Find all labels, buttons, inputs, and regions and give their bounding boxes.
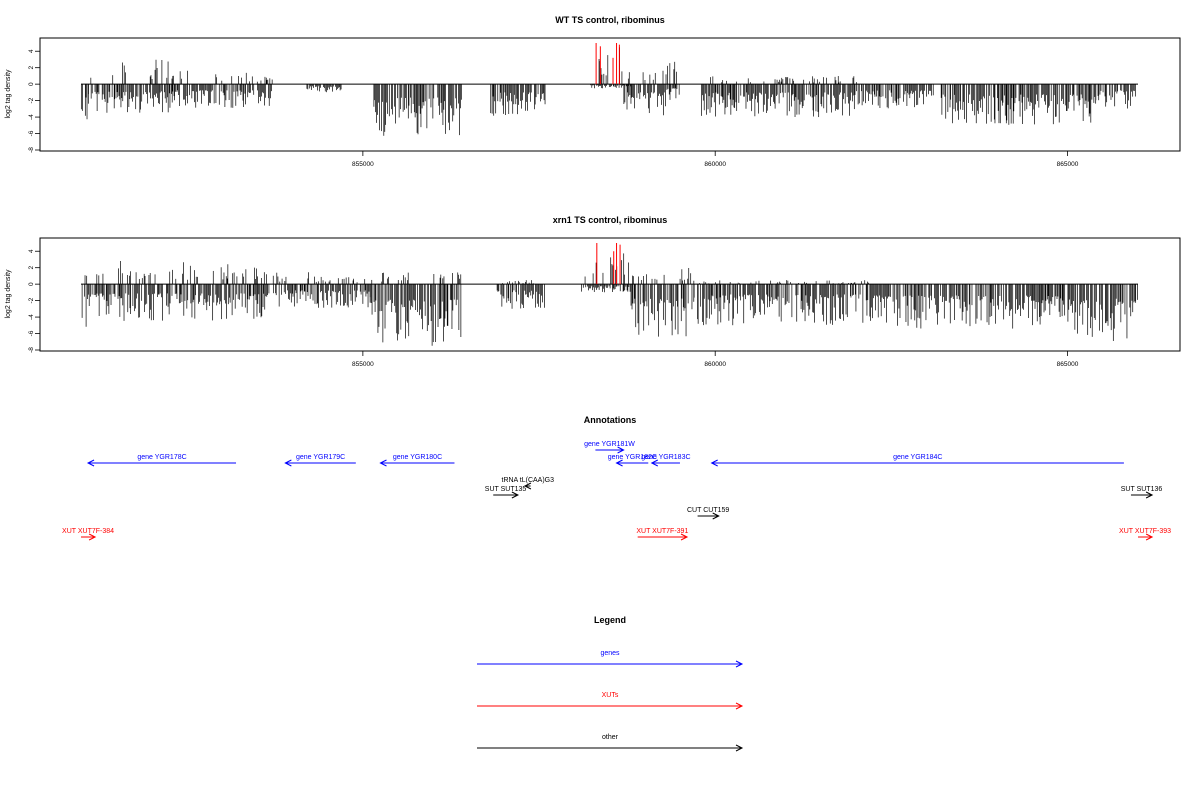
xrn1-track-y-axis: -8 -6 -4 -2 0 2 4 bbox=[28, 249, 40, 353]
annotation-feature: gene YGR184C bbox=[710, 454, 1124, 467]
feature-label: XUT XUT7F-391 bbox=[636, 528, 688, 535]
feature-label: gene YGR178C bbox=[137, 454, 186, 461]
x-tick-label: 860000 bbox=[704, 161, 726, 168]
legend-item: other bbox=[477, 734, 744, 752]
annotation-feature: tRNA tL(CAA)G3 bbox=[502, 477, 555, 490]
legend-arrowhead bbox=[735, 660, 744, 668]
feature-arrowhead bbox=[88, 533, 97, 541]
y-tick-label: -2 bbox=[28, 297, 35, 303]
xrn1-track-ylabel: log2 tag density bbox=[5, 269, 12, 319]
feature-arrowhead bbox=[680, 533, 689, 541]
feature-arrowhead bbox=[650, 459, 659, 467]
x-tick-label: 855000 bbox=[352, 361, 374, 368]
annotation-feature: gene YGR183C bbox=[641, 454, 691, 467]
feature-arrowhead bbox=[379, 459, 387, 467]
feature-arrowhead bbox=[617, 446, 625, 454]
annotation-feature: gene YGR179C bbox=[284, 454, 356, 467]
feature-label: gene YGR184C bbox=[893, 454, 942, 461]
wt-track-x-axis: 855000 860000 865000 bbox=[352, 151, 1079, 168]
x-tick-label: 860000 bbox=[704, 361, 726, 368]
legend-panel: Legend genes XUTs other bbox=[477, 615, 744, 752]
annotation-feature: SUT SUT135 bbox=[485, 486, 527, 499]
wt-track-panel: WT TS control, ribominus log2 tag densit… bbox=[5, 15, 1181, 168]
y-tick-label: 4 bbox=[28, 249, 35, 253]
wt-track-bars bbox=[80, 43, 1138, 136]
xrn1-track-title: xrn1 TS control, ribominus bbox=[553, 215, 668, 225]
annotation-feature: XUT XUT7F-393 bbox=[1119, 528, 1171, 541]
feature-label: tRNA tL(CAA)G3 bbox=[502, 477, 555, 484]
legend-item: genes bbox=[477, 650, 744, 668]
feature-arrowhead bbox=[712, 512, 720, 520]
xrn1-track-frame bbox=[39, 237, 1181, 352]
feature-arrowhead bbox=[511, 491, 520, 499]
feature-label: gene YGR180C bbox=[393, 454, 442, 461]
wt-track-title: WT TS control, ribominus bbox=[555, 15, 665, 25]
feature-label: gene YGR181W bbox=[584, 441, 635, 448]
xrn1-track-bars bbox=[81, 243, 1138, 346]
feature-label: SUT SUT135 bbox=[485, 486, 527, 493]
y-tick-label: -8 bbox=[28, 147, 35, 153]
y-tick-label: 2 bbox=[28, 66, 35, 70]
feature-arrowhead bbox=[86, 459, 95, 467]
annotation-feature: SUT SUT136 bbox=[1121, 486, 1163, 499]
feature-label: CUT CUT159 bbox=[687, 507, 729, 514]
annotations-panel: Annotations gene YGR178C gene YGR179C gene… bbox=[62, 415, 1171, 541]
feature-label: gene YGR182C bbox=[608, 454, 657, 461]
y-tick-label: -8 bbox=[28, 347, 35, 353]
legend-arrowhead bbox=[735, 702, 744, 710]
x-tick-label: 855000 bbox=[352, 161, 374, 168]
y-tick-label: 2 bbox=[28, 266, 35, 270]
y-tick-label: -6 bbox=[28, 130, 35, 136]
annotations-title: Annotations bbox=[584, 415, 637, 425]
xrn1-track-x-axis: 855000 860000 865000 bbox=[352, 351, 1079, 368]
feature-label: XUT XUT7F-384 bbox=[62, 528, 114, 535]
x-tick-label: 865000 bbox=[1057, 361, 1079, 368]
y-tick-label: -2 bbox=[28, 97, 35, 103]
feature-arrowhead bbox=[1145, 533, 1154, 541]
annotation-feature: gene YGR178C bbox=[86, 454, 237, 467]
legend-arrowhead bbox=[735, 744, 744, 752]
legend-items: genes XUTs other bbox=[477, 650, 744, 752]
feature-label: XUT XUT7F-393 bbox=[1119, 528, 1171, 535]
wt-track-y-axis: -8 -6 -4 -2 0 2 4 bbox=[28, 49, 40, 153]
feature-arrowhead bbox=[710, 459, 718, 467]
legend-label: XUTs bbox=[602, 692, 619, 699]
y-tick-label: -6 bbox=[28, 330, 35, 336]
feature-arrowhead bbox=[523, 482, 532, 490]
y-tick-label: 0 bbox=[28, 82, 35, 86]
annotation-feature: CUT CUT159 bbox=[687, 507, 729, 520]
y-tick-label: -4 bbox=[28, 114, 35, 120]
legend-title: Legend bbox=[594, 615, 626, 625]
annotation-features: gene YGR178C gene YGR179C gene YGR180C gene… bbox=[62, 441, 1171, 541]
feature-arrowhead bbox=[284, 459, 292, 467]
legend-label: other bbox=[602, 734, 619, 741]
annotation-feature: XUT XUT7F-384 bbox=[62, 528, 114, 541]
legend-item: XUTs bbox=[477, 692, 744, 710]
y-tick-label: 0 bbox=[28, 282, 35, 286]
feature-label: gene YGR183C bbox=[641, 454, 690, 461]
feature-label: gene YGR179C bbox=[296, 454, 345, 461]
annotation-feature: gene YGR182C bbox=[608, 454, 657, 467]
legend-label: genes bbox=[600, 650, 620, 657]
wt-track-ylabel: log2 tag density bbox=[5, 69, 12, 119]
annotation-feature: gene YGR180C bbox=[379, 454, 455, 467]
feature-arrowhead bbox=[1145, 491, 1154, 499]
y-tick-label: 4 bbox=[28, 49, 35, 53]
feature-arrowhead bbox=[615, 459, 623, 467]
xrn1-track-panel: xrn1 TS control, ribominus log2 tag dens… bbox=[5, 215, 1181, 368]
annotation-feature: gene YGR181W bbox=[584, 441, 635, 454]
x-tick-label: 865000 bbox=[1057, 161, 1079, 168]
annotation-feature: XUT XUT7F-391 bbox=[636, 528, 689, 541]
y-tick-label: -4 bbox=[28, 314, 35, 320]
feature-label: SUT SUT136 bbox=[1121, 486, 1163, 493]
wt-track-frame bbox=[39, 37, 1181, 152]
